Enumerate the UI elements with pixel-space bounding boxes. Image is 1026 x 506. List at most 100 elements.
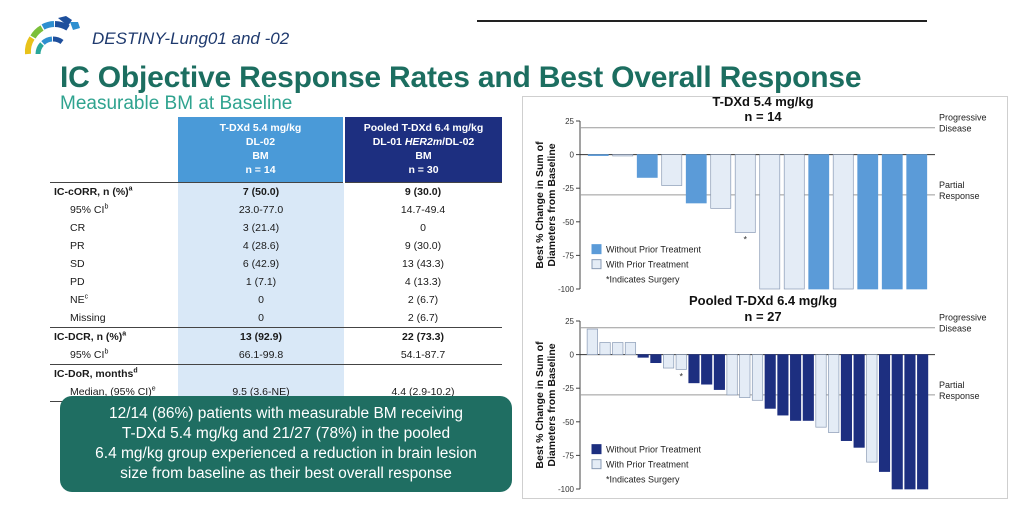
waterfall-bar xyxy=(840,354,852,441)
waterfall-bar xyxy=(917,354,929,490)
col-header-6-4: Pooled T-DXd 6.4 mg/kg DL-01 HER2m/DL-02… xyxy=(343,117,502,182)
y-tick-label: 0 xyxy=(570,351,575,360)
y-tick-label: -75 xyxy=(562,451,574,460)
row-label: SD xyxy=(50,255,178,273)
chart-subtitle: n = 27 xyxy=(744,309,781,324)
chart-title: Pooled T-DXd 6.4 mg/kg xyxy=(689,293,837,308)
col2-header-line: Pooled T-DXd 6.4 mg/kg xyxy=(363,122,484,135)
table-corner xyxy=(50,117,178,182)
waterfall-bar xyxy=(713,354,725,390)
legend-swatch-with-prior xyxy=(591,259,602,270)
waterfall-bar xyxy=(777,354,789,416)
value-6-4: 9 (30.0) xyxy=(344,236,502,255)
surgery-marker: * xyxy=(743,235,747,245)
row-label-text: IC-DCR, n (%) xyxy=(54,330,123,343)
value-6-4: 14.7-49.4 xyxy=(344,200,502,219)
row-label-text: NE xyxy=(70,293,85,306)
callout-line: T-DXd 5.4 mg/kg and 21/27 (78%) in the p… xyxy=(121,425,451,442)
row-label: IC-DCR, n (%)a xyxy=(50,326,178,346)
study-name: DESTINY-Lung01 and -02 xyxy=(92,29,290,48)
legend-label: Without Prior Treatment xyxy=(606,245,702,255)
waterfall-bar xyxy=(612,154,634,157)
waterfall-bar xyxy=(790,354,802,421)
reference-line-label: Progressive xyxy=(939,313,987,323)
value-5-4: 13 (92.9) xyxy=(178,326,344,346)
y-tick-label: -50 xyxy=(562,218,574,227)
her2m-italic: HER2m xyxy=(404,136,443,149)
footnote-marker: c xyxy=(84,293,89,300)
value-5-4: 1 (7.1) xyxy=(178,272,344,291)
value-6-4: 2 (6.7) xyxy=(344,290,502,309)
response-table: T-DXd 5.4 mg/kg DL-02 BM n = 14 Pooled T… xyxy=(50,117,502,402)
row-label-text: 95% CI xyxy=(70,203,105,216)
value-5-4 xyxy=(178,363,344,383)
reference-line-label: Progressive xyxy=(939,113,987,123)
row-label: CR xyxy=(50,219,178,237)
chart-title: T-DXd 5.4 mg/kg xyxy=(712,97,813,109)
row-label-text: CR xyxy=(70,221,86,234)
footnote-marker: b xyxy=(104,203,109,210)
waterfall-bar xyxy=(853,354,865,448)
footnote-marker: e xyxy=(151,385,156,392)
waterfall-charts: T-DXd 5.4 mg/kgn = 14 Best % Change in Su… xyxy=(534,97,987,494)
table-row: NEc 0 2 (6.7) xyxy=(50,290,502,309)
footnote-marker: d xyxy=(133,367,138,374)
value-6-4 xyxy=(344,363,502,383)
top-divider xyxy=(477,20,927,22)
col1-header-line: BM xyxy=(252,150,269,163)
waterfall-bar xyxy=(636,154,658,178)
waterfall-bar xyxy=(612,342,624,355)
waterfall-bar xyxy=(675,354,687,370)
value-6-4: 13 (43.3) xyxy=(344,254,502,273)
waterfall-bar xyxy=(685,154,707,204)
legend-swatch-without-prior xyxy=(591,244,602,255)
destiny-logo xyxy=(24,16,80,55)
waterfall-bar xyxy=(764,354,776,409)
row-label-text: Median, (95% CI) xyxy=(70,385,152,398)
value-6-4: 2 (6.7) xyxy=(344,308,502,327)
col2-header-line: n = 30 xyxy=(408,164,439,177)
waterfall-bar xyxy=(751,354,764,401)
col1-header-line: DL-02 xyxy=(245,136,276,149)
value-6-4: 54.1-87.7 xyxy=(344,345,502,364)
page-title: IC Objective Response Rates and Best Ove… xyxy=(60,61,862,94)
row-label-text: SD xyxy=(70,257,85,270)
callout-line: 12/14 (86%) patients with measurable BM … xyxy=(108,405,464,422)
y-axis-label: Diameters from Baseline xyxy=(546,143,558,266)
row-label: Missing xyxy=(50,309,178,328)
legend-label: Without Prior Treatment xyxy=(606,445,702,455)
table-row: IC-DCR, n (%)a 13 (92.9) 22 (73.3) xyxy=(50,326,502,346)
value-5-4: 7 (50.0) xyxy=(178,181,344,201)
y-tick-label: -25 xyxy=(562,184,574,193)
legend-label: With Prior Treatment xyxy=(606,260,689,270)
value-5-4: 0 xyxy=(178,308,344,327)
y-tick-label: -50 xyxy=(562,418,574,427)
col2-header-line: DL-01 HER2m/DL-02 xyxy=(372,136,475,149)
table-row: IC-cORR, n (%)a 7 (50.0) 9 (30.0) xyxy=(50,181,502,201)
waterfall-bar xyxy=(701,354,713,385)
legend-swatch-without-prior xyxy=(591,444,602,455)
y-tick-label: -100 xyxy=(558,285,575,294)
value-6-4: 9 (30.0) xyxy=(344,181,502,201)
y-tick-label: -75 xyxy=(562,251,574,260)
table-row: 95% CIb 23.0-77.0 14.7-49.4 xyxy=(50,200,502,219)
callout-line: size from baseline as their best overall… xyxy=(120,465,452,482)
waterfall-bar xyxy=(710,154,732,209)
waterfall-bar xyxy=(637,354,649,358)
reference-line-label: Disease xyxy=(939,324,972,334)
legend-label: With Prior Treatment xyxy=(606,460,689,470)
reference-line-label: Response xyxy=(939,391,980,401)
table-row: SD 6 (42.9) 13 (43.3) xyxy=(50,254,502,273)
waterfall-bar xyxy=(866,354,878,463)
y-tick-label: 0 xyxy=(570,151,575,160)
table-row: Missing 0 2 (6.7) xyxy=(50,308,502,328)
waterfall-bar xyxy=(734,154,756,233)
waterfall-bar xyxy=(739,354,751,398)
row-label: PD xyxy=(50,273,178,291)
table-body: IC-cORR, n (%)a 7 (50.0) 9 (30.0) 95% CIb 23… xyxy=(50,181,502,402)
waterfall-bar xyxy=(904,354,916,490)
value-5-4: 23.0-77.0 xyxy=(178,200,344,219)
row-label-text: Missing xyxy=(70,311,106,324)
table-row: CR 3 (21.4) 0 xyxy=(50,218,502,237)
table-row: IC-DoR, monthsd xyxy=(50,363,502,383)
